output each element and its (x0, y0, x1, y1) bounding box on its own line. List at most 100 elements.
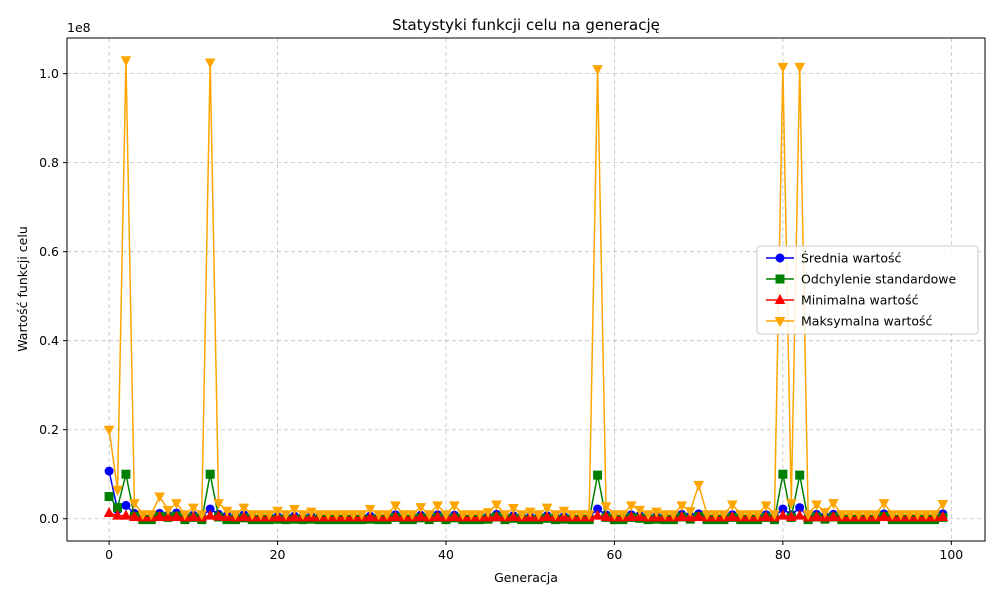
data-point (406, 510, 418, 521)
legend-label: Średnia wartość (801, 251, 902, 266)
data-point (550, 510, 561, 521)
data-point (440, 510, 452, 521)
data-point (204, 509, 216, 520)
data-point (828, 499, 839, 510)
data-point (162, 505, 174, 516)
data-point (760, 510, 772, 521)
x-tick-label: 20 (270, 547, 286, 562)
data-point (465, 510, 477, 521)
legend-swatch-marker (774, 317, 786, 328)
data-point (491, 500, 502, 511)
data-point (541, 510, 553, 521)
legend-entry: Średnia wartość (766, 251, 902, 266)
data-point (112, 509, 123, 520)
data-point (735, 510, 747, 521)
data-point (634, 505, 646, 516)
data-point (449, 510, 460, 521)
data-point (238, 503, 250, 514)
data-point (171, 510, 182, 521)
data-point (305, 507, 317, 518)
data-point (617, 510, 629, 521)
data-point (676, 510, 688, 521)
data-point (491, 510, 502, 521)
y-offset-label: 1e8 (67, 20, 91, 35)
data-point (844, 510, 856, 521)
data-point (230, 510, 241, 521)
legend-entry: Odchylenie standardowe (766, 272, 957, 287)
data-point (903, 510, 915, 521)
data-point (322, 510, 334, 521)
x-axis-label: Generacja (494, 570, 558, 585)
data-point (710, 510, 721, 521)
legend-label: Maksymalna wartość (801, 314, 933, 329)
data-point (103, 425, 115, 436)
data-point (693, 480, 704, 491)
legend: Średnia wartość Odchylenie standardowe Min… (756, 245, 979, 335)
data-point (508, 510, 519, 521)
data-point (693, 510, 704, 521)
data-point (811, 500, 822, 511)
data-point (297, 510, 309, 521)
data-point (272, 506, 283, 517)
x-tick-label: 40 (438, 547, 454, 562)
data-point (701, 510, 713, 521)
data-point (196, 510, 208, 521)
data-point (263, 510, 275, 521)
data-point (339, 510, 351, 521)
chart-title: Statystyki funkcji celu na generację (392, 16, 660, 34)
y-tick-label: 0.8 (39, 155, 59, 170)
data-point (423, 510, 435, 521)
data-point (120, 509, 132, 520)
legend-entry: Maksymalna wartość (766, 314, 933, 329)
data-point (575, 510, 587, 521)
data-point (870, 510, 881, 521)
legend-swatch-marker (774, 293, 786, 304)
data-point (778, 469, 788, 479)
data-point (314, 510, 325, 521)
data-point (795, 470, 805, 480)
y-tick-label: 1.0 (39, 66, 59, 81)
data-point (474, 510, 486, 521)
data-point (828, 510, 839, 521)
legend-swatch-marker (775, 253, 785, 263)
data-point (777, 62, 789, 74)
data-point (727, 510, 738, 521)
data-point (213, 499, 224, 510)
data-point (120, 56, 132, 67)
data-point (129, 499, 140, 510)
legend-label: Odchylenie standardowe (801, 272, 957, 287)
data-point (104, 466, 114, 476)
data-point (642, 510, 654, 521)
data-point (364, 511, 376, 522)
data-point (558, 506, 570, 517)
data-point (802, 510, 814, 521)
data-point (593, 470, 603, 480)
data-point (415, 503, 427, 514)
data-point (853, 510, 865, 521)
data-point (743, 510, 755, 521)
data-point (121, 500, 131, 510)
data-point (769, 510, 780, 521)
data-point (600, 510, 612, 521)
data-point (280, 510, 292, 521)
series-line (108, 512, 943, 519)
data-point (381, 510, 393, 521)
data-point (760, 501, 772, 512)
data-point (634, 510, 646, 521)
x-tick-label: 0 (105, 547, 113, 562)
data-point (819, 508, 831, 519)
data-point (373, 510, 384, 521)
data-point (777, 509, 789, 520)
data-point (878, 510, 890, 521)
data-point (878, 499, 890, 510)
data-point (121, 469, 131, 479)
y-axis-label: Wartość funkcji celu (15, 226, 30, 352)
data-point (861, 510, 873, 521)
data-point (255, 510, 267, 521)
data-point (187, 510, 199, 521)
legend-swatch-marker (775, 274, 785, 284)
data-point (154, 492, 165, 503)
data-point (482, 508, 494, 519)
x-tick-label: 100 (939, 547, 963, 562)
x-tick-label: 60 (606, 547, 622, 562)
